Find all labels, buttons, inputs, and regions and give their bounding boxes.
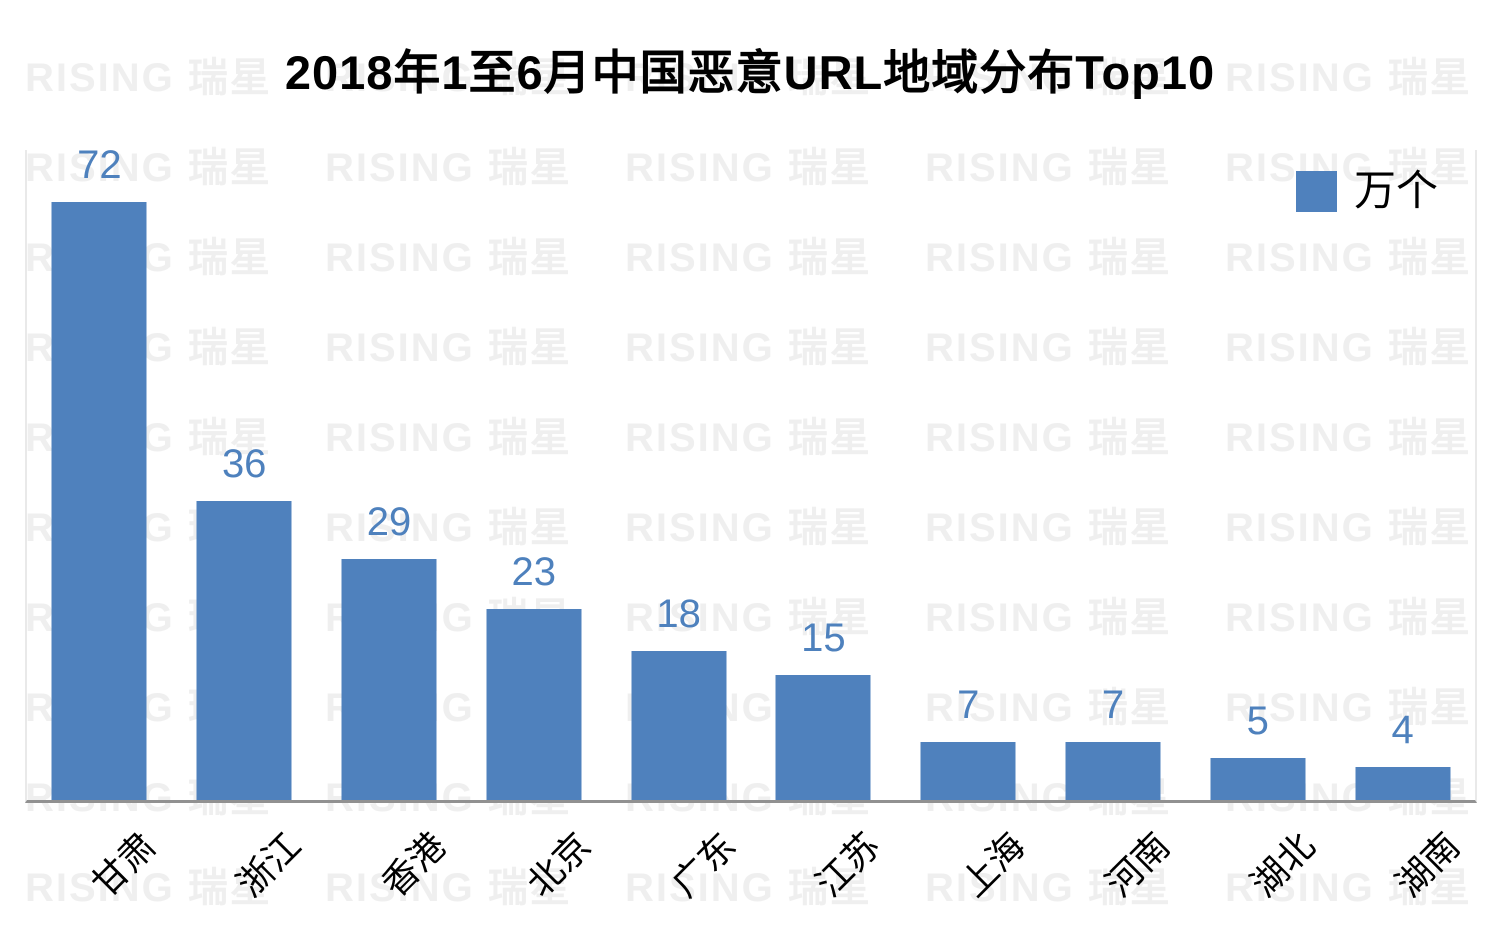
- x-tick-slot: 北京: [459, 803, 604, 938]
- bar: [341, 559, 437, 800]
- x-axis-label: 广东: [663, 824, 744, 905]
- x-axis-labels: 甘肃 浙江 香港 北京 广东 江苏 上海 河南 湖北 湖南: [25, 803, 1473, 938]
- x-axis-label: 香港: [373, 824, 454, 905]
- bar-slot: 7: [896, 150, 1041, 800]
- plot-area: 72 36 29 23 18 15 7 7 5 4: [25, 143, 1477, 803]
- bar-value-label: 29: [366, 500, 412, 544]
- legend-label: 万个: [1354, 167, 1439, 214]
- bar: [920, 742, 1016, 800]
- bar-slot: 4: [1330, 150, 1475, 800]
- bar: [1065, 742, 1161, 800]
- bar-slot: 72: [27, 143, 172, 800]
- bar-value-label: 7: [957, 683, 980, 727]
- x-tick-slot: 河南: [1039, 803, 1184, 938]
- bar: [486, 609, 582, 800]
- x-tick-slot: 湖南: [1328, 803, 1473, 938]
- x-tick-slot: 浙江: [170, 803, 315, 938]
- bar-value-label: 72: [77, 143, 122, 187]
- x-tick-slot: 广东: [604, 803, 749, 938]
- x-axis-label: 上海: [952, 824, 1033, 905]
- x-tick-slot: 香港: [315, 803, 460, 938]
- bar: [196, 501, 292, 800]
- x-axis-label: 北京: [518, 824, 599, 905]
- bar: [51, 202, 147, 800]
- x-axis-label: 湖北: [1242, 824, 1323, 905]
- bar-value-label: 7: [1101, 683, 1125, 727]
- bar-slot: 23: [461, 150, 606, 800]
- bar-value-label: 5: [1246, 699, 1269, 743]
- bar-slot: 18: [606, 150, 751, 800]
- bar-slot: 15: [751, 150, 896, 800]
- x-axis-label: 甘肃: [84, 824, 165, 905]
- bar: [1355, 767, 1451, 800]
- bar: [631, 651, 727, 800]
- x-axis-label: 江苏: [808, 824, 889, 905]
- bar-slot: 5: [1185, 150, 1330, 800]
- x-axis-label: 浙江: [228, 824, 309, 905]
- x-tick-slot: 甘肃: [25, 803, 170, 938]
- x-tick-slot: 湖北: [1183, 803, 1328, 938]
- legend: 万个: [1296, 170, 1438, 212]
- bar: [1210, 758, 1306, 800]
- x-axis-label: 湖南: [1387, 824, 1468, 905]
- x-tick-slot: 上海: [894, 803, 1039, 938]
- x-tick-slot: 江苏: [749, 803, 894, 938]
- bar-value-label: 15: [801, 616, 846, 660]
- bar-value-label: 23: [511, 550, 557, 594]
- bar-slot: 7: [1041, 150, 1186, 800]
- bar-value-label: 18: [656, 592, 701, 636]
- bar-slot: 36: [172, 150, 317, 800]
- bar: [775, 675, 871, 800]
- legend-swatch-icon: [1296, 170, 1337, 212]
- bar-slot: 29: [317, 150, 462, 800]
- x-axis-label: 河南: [1097, 824, 1178, 905]
- bar-value-label: 4: [1391, 708, 1414, 752]
- bar-value-label: 36: [221, 442, 267, 486]
- chart-title: 2018年1至6月中国恶意URL地域分布Top10: [284, 46, 1216, 99]
